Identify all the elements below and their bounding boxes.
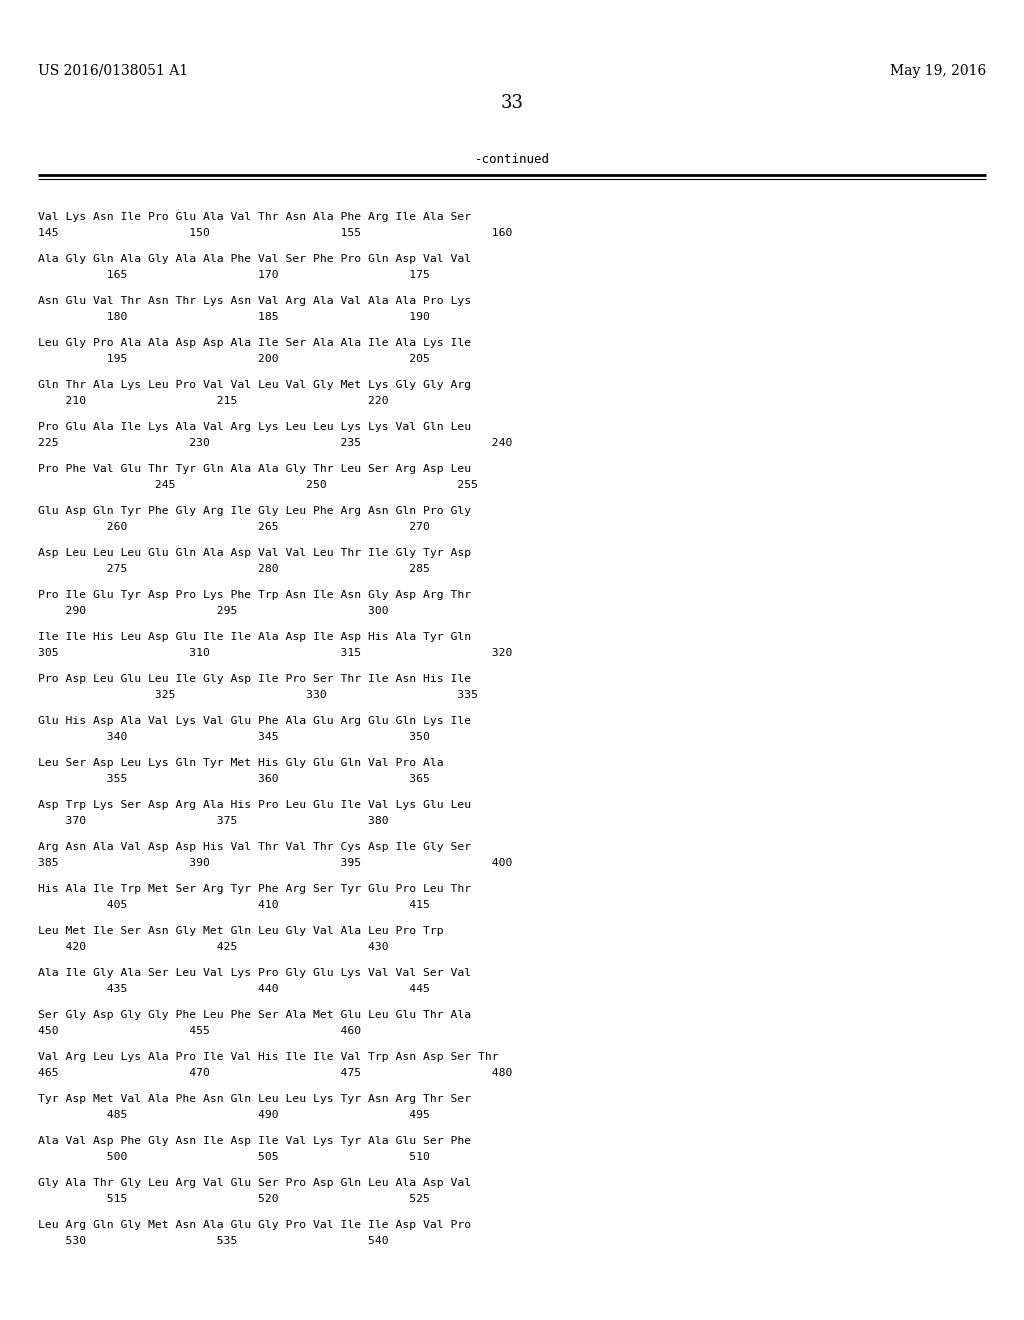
Text: 33: 33 — [501, 94, 523, 112]
Text: 465                   470                   475                   480: 465 470 475 480 — [38, 1068, 512, 1078]
Text: Pro Glu Ala Ile Lys Ala Val Arg Lys Leu Leu Lys Lys Val Gln Leu: Pro Glu Ala Ile Lys Ala Val Arg Lys Leu … — [38, 422, 471, 432]
Text: 210                   215                   220: 210 215 220 — [38, 396, 389, 407]
Text: Pro Phe Val Glu Thr Tyr Gln Ala Ala Gly Thr Leu Ser Arg Asp Leu: Pro Phe Val Glu Thr Tyr Gln Ala Ala Gly … — [38, 465, 471, 474]
Text: -continued: -continued — [474, 153, 550, 166]
Text: 260                   265                   270: 260 265 270 — [38, 523, 430, 532]
Text: Ala Gly Gln Ala Gly Ala Ala Phe Val Ser Phe Pro Gln Asp Val Val: Ala Gly Gln Ala Gly Ala Ala Phe Val Ser … — [38, 253, 471, 264]
Text: US 2016/0138051 A1: US 2016/0138051 A1 — [38, 63, 188, 78]
Text: Leu Arg Gln Gly Met Asn Ala Glu Gly Pro Val Ile Ile Asp Val Pro: Leu Arg Gln Gly Met Asn Ala Glu Gly Pro … — [38, 1220, 471, 1230]
Text: Ala Ile Gly Ala Ser Leu Val Lys Pro Gly Glu Lys Val Val Ser Val: Ala Ile Gly Ala Ser Leu Val Lys Pro Gly … — [38, 968, 471, 978]
Text: 325                   330                   335: 325 330 335 — [38, 690, 478, 701]
Text: Ile Ile His Leu Asp Glu Ile Ile Ala Asp Ile Asp His Ala Tyr Gln: Ile Ile His Leu Asp Glu Ile Ile Ala Asp … — [38, 632, 471, 642]
Text: Tyr Asp Met Val Ala Phe Asn Gln Leu Leu Lys Tyr Asn Arg Thr Ser: Tyr Asp Met Val Ala Phe Asn Gln Leu Leu … — [38, 1094, 471, 1104]
Text: 305                   310                   315                   320: 305 310 315 320 — [38, 648, 512, 659]
Text: Glu His Asp Ala Val Lys Val Glu Phe Ala Glu Arg Glu Gln Lys Ile: Glu His Asp Ala Val Lys Val Glu Phe Ala … — [38, 715, 471, 726]
Text: Ser Gly Asp Gly Gly Phe Leu Phe Ser Ala Met Glu Leu Glu Thr Ala: Ser Gly Asp Gly Gly Phe Leu Phe Ser Ala … — [38, 1010, 471, 1020]
Text: Arg Asn Ala Val Asp Asp His Val Thr Val Thr Cys Asp Ile Gly Ser: Arg Asn Ala Val Asp Asp His Val Thr Val … — [38, 842, 471, 851]
Text: Val Arg Leu Lys Ala Pro Ile Val His Ile Ile Val Trp Asn Asp Ser Thr: Val Arg Leu Lys Ala Pro Ile Val His Ile … — [38, 1052, 499, 1063]
Text: 385                   390                   395                   400: 385 390 395 400 — [38, 858, 512, 869]
Text: 435                   440                   445: 435 440 445 — [38, 985, 430, 994]
Text: 530                   535                   540: 530 535 540 — [38, 1237, 389, 1246]
Text: 405                   410                   415: 405 410 415 — [38, 900, 430, 911]
Text: Gln Thr Ala Lys Leu Pro Val Val Leu Val Gly Met Lys Gly Gly Arg: Gln Thr Ala Lys Leu Pro Val Val Leu Val … — [38, 380, 471, 389]
Text: Leu Ser Asp Leu Lys Gln Tyr Met His Gly Glu Gln Val Pro Ala: Leu Ser Asp Leu Lys Gln Tyr Met His Gly … — [38, 758, 443, 768]
Text: Val Lys Asn Ile Pro Glu Ala Val Thr Asn Ala Phe Arg Ile Ala Ser: Val Lys Asn Ile Pro Glu Ala Val Thr Asn … — [38, 213, 471, 222]
Text: 340                   345                   350: 340 345 350 — [38, 733, 430, 742]
Text: 275                   280                   285: 275 280 285 — [38, 565, 430, 574]
Text: Asp Leu Leu Leu Glu Gln Ala Asp Val Val Leu Thr Ile Gly Tyr Asp: Asp Leu Leu Leu Glu Gln Ala Asp Val Val … — [38, 548, 471, 558]
Text: 145                   150                   155                   160: 145 150 155 160 — [38, 228, 512, 239]
Text: 225                   230                   235                   240: 225 230 235 240 — [38, 438, 512, 449]
Text: 515                   520                   525: 515 520 525 — [38, 1195, 430, 1204]
Text: 355                   360                   365: 355 360 365 — [38, 775, 430, 784]
Text: Pro Ile Glu Tyr Asp Pro Lys Phe Trp Asn Ile Asn Gly Asp Arg Thr: Pro Ile Glu Tyr Asp Pro Lys Phe Trp Asn … — [38, 590, 471, 601]
Text: Ala Val Asp Phe Gly Asn Ile Asp Ile Val Lys Tyr Ala Glu Ser Phe: Ala Val Asp Phe Gly Asn Ile Asp Ile Val … — [38, 1137, 471, 1146]
Text: Asn Glu Val Thr Asn Thr Lys Asn Val Arg Ala Val Ala Ala Pro Lys: Asn Glu Val Thr Asn Thr Lys Asn Val Arg … — [38, 296, 471, 306]
Text: 195                   200                   205: 195 200 205 — [38, 355, 430, 364]
Text: His Ala Ile Trp Met Ser Arg Tyr Phe Arg Ser Tyr Glu Pro Leu Thr: His Ala Ile Trp Met Ser Arg Tyr Phe Arg … — [38, 884, 471, 894]
Text: 165                   170                   175: 165 170 175 — [38, 271, 430, 281]
Text: 290                   295                   300: 290 295 300 — [38, 606, 389, 616]
Text: Leu Gly Pro Ala Ala Asp Asp Ala Ile Ser Ala Ala Ile Ala Lys Ile: Leu Gly Pro Ala Ala Asp Asp Ala Ile Ser … — [38, 338, 471, 348]
Text: 500                   505                   510: 500 505 510 — [38, 1152, 430, 1163]
Text: 370                   375                   380: 370 375 380 — [38, 817, 389, 826]
Text: Asp Trp Lys Ser Asp Arg Ala His Pro Leu Glu Ile Val Lys Glu Leu: Asp Trp Lys Ser Asp Arg Ala His Pro Leu … — [38, 800, 471, 810]
Text: 420                   425                   430: 420 425 430 — [38, 942, 389, 953]
Text: Gly Ala Thr Gly Leu Arg Val Glu Ser Pro Asp Gln Leu Ala Asp Val: Gly Ala Thr Gly Leu Arg Val Glu Ser Pro … — [38, 1177, 471, 1188]
Text: 245                   250                   255: 245 250 255 — [38, 480, 478, 491]
Text: Leu Met Ile Ser Asn Gly Met Gln Leu Gly Val Ala Leu Pro Trp: Leu Met Ile Ser Asn Gly Met Gln Leu Gly … — [38, 927, 443, 936]
Text: 450                   455                   460: 450 455 460 — [38, 1027, 361, 1036]
Text: Pro Asp Leu Glu Leu Ile Gly Asp Ile Pro Ser Thr Ile Asn His Ile: Pro Asp Leu Glu Leu Ile Gly Asp Ile Pro … — [38, 675, 471, 684]
Text: 180                   185                   190: 180 185 190 — [38, 313, 430, 322]
Text: 485                   490                   495: 485 490 495 — [38, 1110, 430, 1121]
Text: Glu Asp Gln Tyr Phe Gly Arg Ile Gly Leu Phe Arg Asn Gln Pro Gly: Glu Asp Gln Tyr Phe Gly Arg Ile Gly Leu … — [38, 506, 471, 516]
Text: May 19, 2016: May 19, 2016 — [890, 63, 986, 78]
